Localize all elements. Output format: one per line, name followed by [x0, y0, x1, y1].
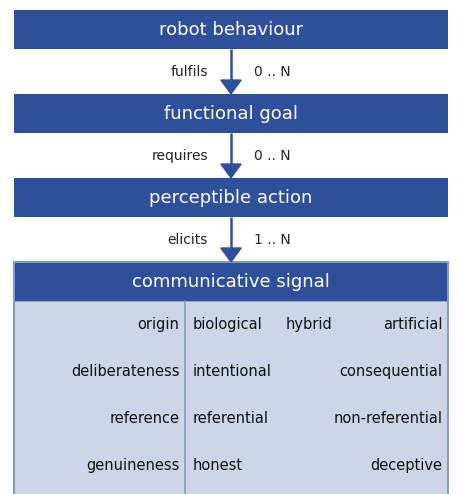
Text: elicits: elicits [168, 233, 208, 247]
Text: requires: requires [151, 149, 208, 163]
Text: biological: biological [193, 317, 263, 332]
Bar [14, 262, 448, 494]
Bar [14, 301, 448, 494]
Text: origin: origin [137, 317, 179, 332]
Text: genuineness: genuineness [86, 458, 179, 473]
Text: perceptible action: perceptible action [149, 189, 313, 206]
Text: consequential: consequential [340, 364, 443, 379]
Text: deliberateness: deliberateness [71, 364, 179, 379]
Text: functional goal: functional goal [164, 105, 298, 123]
Bar [14, 178, 448, 217]
Text: artificial: artificial [383, 317, 443, 332]
Text: communicative signal: communicative signal [132, 273, 330, 290]
Text: honest: honest [193, 458, 243, 473]
Bar [14, 94, 448, 133]
Polygon shape [221, 80, 241, 94]
Text: hybrid: hybrid [285, 317, 332, 332]
Polygon shape [221, 248, 241, 262]
Text: intentional: intentional [193, 364, 272, 379]
Polygon shape [221, 164, 241, 178]
Bar [14, 10, 448, 49]
Text: 0 .. N: 0 .. N [254, 149, 291, 163]
Text: 0 .. N: 0 .. N [254, 65, 291, 79]
Text: non-referential: non-referential [334, 411, 443, 426]
Text: reference: reference [109, 411, 179, 426]
Text: 1 .. N: 1 .. N [254, 233, 291, 247]
Text: referential: referential [193, 411, 269, 426]
Bar [14, 262, 448, 301]
Text: fulfils: fulfils [170, 65, 208, 79]
Text: robot behaviour: robot behaviour [159, 21, 303, 39]
Text: deceptive: deceptive [371, 458, 443, 473]
